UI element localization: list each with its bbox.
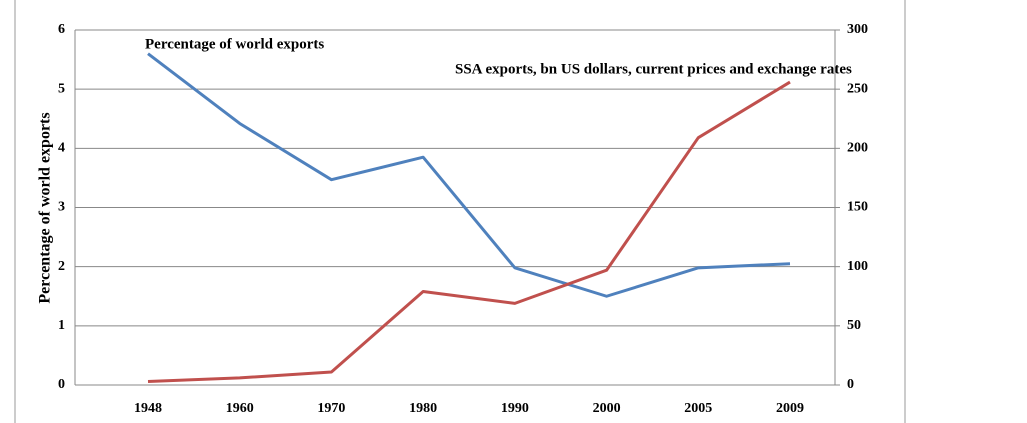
y-tick-label: 5	[58, 81, 65, 96]
series-line	[147, 52, 791, 298]
y2-tick-label: 150	[847, 200, 868, 215]
x-tick-label: 1990	[501, 401, 529, 416]
x-tick-label: 1948	[134, 401, 162, 416]
y-tick-label: 6	[58, 22, 65, 37]
annotation: SSA exports, bn US dollars, current pric…	[455, 61, 852, 77]
x-tick-label: 1960	[226, 401, 254, 416]
y-tick-label: 3	[58, 200, 65, 215]
y2-tick-label: 300	[847, 22, 868, 37]
annotation: Percentage of world exports	[145, 36, 324, 52]
x-tick-label: 2000	[593, 401, 621, 416]
y-axis-label: Percentage of world exports	[37, 112, 54, 303]
y-tick-label: 1	[58, 318, 65, 333]
y2-tick-label: 100	[847, 259, 868, 274]
y2-tick-label: 250	[847, 81, 868, 96]
y-tick-label: 0	[58, 377, 65, 392]
series-line	[147, 80, 791, 383]
x-tick-label: 2009	[776, 401, 804, 416]
x-tick-label: 1980	[409, 401, 437, 416]
y2-tick-label: 200	[847, 141, 868, 156]
y2-tick-label: 0	[847, 377, 854, 392]
y2-tick-label: 50	[847, 318, 861, 333]
y-tick-label: 4	[58, 141, 65, 156]
y-tick-label: 2	[58, 259, 65, 274]
x-tick-label: 2005	[684, 401, 712, 416]
x-tick-label: 1970	[317, 401, 345, 416]
